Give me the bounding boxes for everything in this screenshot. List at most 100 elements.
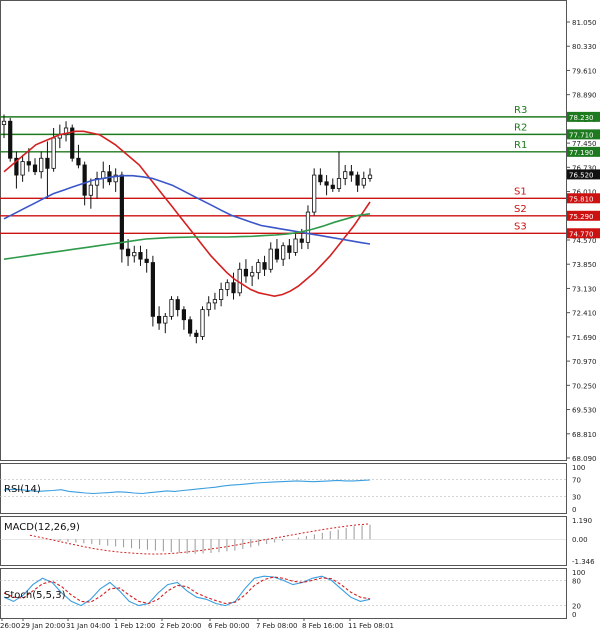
- candle-up: [88, 184, 93, 196]
- current-price-label: 76.520: [569, 171, 594, 179]
- candle-up: [212, 299, 218, 304]
- candle-down: [274, 248, 280, 260]
- candle-down: [287, 245, 292, 253]
- macd-label: MACD(12,26,9): [4, 522, 80, 533]
- candle-down: [324, 181, 329, 186]
- price-y-tick-label: 81.050: [572, 19, 597, 27]
- price-y-tick-label: 68.090: [572, 455, 597, 463]
- candle-up: [361, 178, 366, 186]
- level-name-r2: R2: [514, 122, 527, 133]
- candle-down: [14, 157, 19, 176]
- candle-down: [119, 174, 124, 250]
- price-y-tick-label: 76.010: [572, 189, 597, 197]
- x-axis-label: 2 Feb 20:00: [160, 622, 201, 630]
- candle-up: [312, 174, 317, 213]
- macd-signal-line: [29, 523, 371, 555]
- rsi-line: [3, 479, 371, 495]
- price-y-tick-label: 74.570: [572, 237, 597, 245]
- stoch-label: Stoch(5,5,3): [4, 590, 66, 601]
- macd-y-tick-label: -1.346: [572, 558, 595, 566]
- moving-average-line-1: [3, 174, 371, 245]
- price-y-tick-label: 80.330: [572, 43, 597, 51]
- level-price-box: [567, 146, 600, 157]
- candle-down: [8, 120, 13, 159]
- price-y-tick-label: 73.130: [572, 285, 597, 293]
- x-axis-label: 7 Feb 08:00: [256, 622, 297, 630]
- candle-up: [256, 262, 261, 274]
- panel-frame-macd: [0, 516, 567, 566]
- rsi-y-tick-label: 70: [572, 477, 581, 485]
- candle-down: [299, 238, 304, 243]
- level-price-label: 77.190: [569, 149, 594, 157]
- price-y-tick-label: 76.730: [572, 164, 597, 172]
- candle-up: [169, 299, 174, 317]
- candle-up: [225, 282, 230, 290]
- level-price-label: 77.710: [569, 131, 594, 139]
- candle-up: [132, 252, 137, 257]
- x-axis-label: 6 Feb 00:00: [208, 622, 249, 630]
- rsi-label: RSI(14): [4, 484, 41, 495]
- moving-average-line-0: [3, 130, 371, 298]
- level-price-label: 75.290: [569, 213, 594, 221]
- price-y-tick-label: 70.250: [572, 382, 597, 390]
- panel-frame-stoch: [0, 568, 567, 619]
- candle-down: [144, 258, 149, 263]
- level-name-r3: R3: [514, 105, 527, 116]
- price-y-tick-label: 79.610: [572, 67, 597, 75]
- candle-down: [175, 299, 180, 311]
- candle-down: [355, 174, 360, 186]
- candle-down: [32, 164, 38, 173]
- level-price-box: [567, 228, 600, 239]
- candle-down: [150, 262, 155, 317]
- candle-up: [367, 174, 373, 179]
- price-y-tick-label: 68.810: [572, 431, 597, 439]
- candle-up: [63, 127, 69, 136]
- candle-down: [70, 127, 75, 159]
- panel-frame-price: [0, 0, 567, 461]
- candle-down: [125, 248, 131, 257]
- candle-down: [156, 315, 162, 324]
- price-y-tick-label: 73.850: [572, 261, 597, 269]
- moving-average-line-2: [3, 213, 371, 260]
- candle-down: [243, 268, 249, 277]
- level-price-box: [567, 111, 600, 122]
- candle-down: [231, 282, 236, 294]
- candle-up: [293, 238, 298, 253]
- x-axis-label: 8 Feb 16:00: [302, 622, 343, 630]
- candle-up: [51, 137, 56, 169]
- rsi-y-tick-label: 0: [572, 506, 576, 514]
- price-y-tick-label: 78.890: [572, 92, 597, 100]
- stoch-y-tick-label: 100: [572, 569, 585, 577]
- candle-up: [206, 302, 211, 311]
- current-price-box: [567, 169, 600, 180]
- candle-up: [113, 174, 118, 183]
- price-y-tick-label: 77.450: [572, 140, 597, 148]
- level-price-box: [567, 210, 600, 221]
- candle-down: [194, 332, 199, 337]
- candle-up: [305, 211, 311, 243]
- price-y-tick-label: 70.970: [572, 358, 597, 366]
- level-price-label: 78.230: [569, 114, 594, 122]
- candle-up: [219, 289, 224, 300]
- x-axis-label: 26:00: [0, 622, 20, 630]
- candle-down: [318, 174, 323, 183]
- price-y-tick-label: 72.410: [572, 310, 597, 318]
- stoch-main-line: [3, 575, 371, 607]
- macd-y-tick-label: 1.190: [572, 517, 592, 525]
- candle-up: [39, 157, 44, 173]
- stoch-y-tick-label: 0: [572, 611, 576, 619]
- candle-up: [1, 120, 7, 126]
- level-name-s1: S1: [514, 186, 527, 197]
- candle-up: [250, 272, 255, 277]
- candle-up: [268, 248, 273, 270]
- candle-down: [187, 319, 193, 334]
- stoch-y-tick-label: 80: [572, 577, 581, 585]
- level-name-s2: S2: [514, 204, 527, 215]
- price-y-tick-label: 71.690: [572, 334, 597, 342]
- level-price-label: 74.770: [569, 230, 594, 238]
- level-price-box: [567, 193, 600, 204]
- candle-up: [281, 245, 286, 260]
- macd-y-tick-label: 0.00: [572, 536, 588, 544]
- candle-up: [336, 178, 342, 189]
